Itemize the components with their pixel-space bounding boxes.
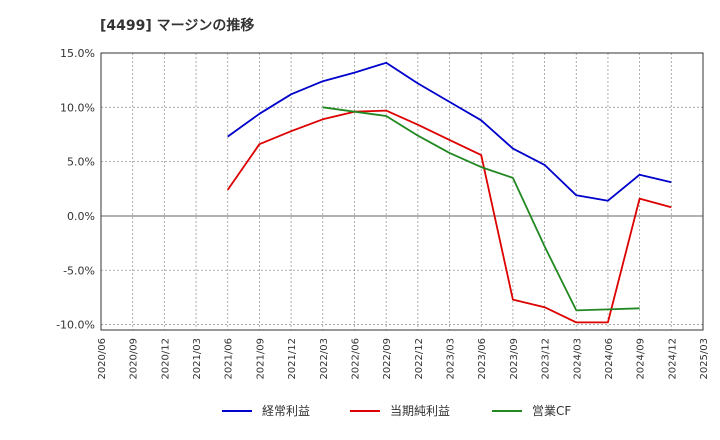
x-tick-label: 2023/09 [509,338,520,380]
x-tick-label: 2023/06 [477,338,488,380]
x-tick-label: 2023/12 [541,338,552,380]
x-tick-label: 2024/06 [604,338,615,380]
x-tick-label: 2024/03 [572,338,583,380]
legend-label: 当期純利益 [390,404,450,418]
x-tick-label: 2022/09 [382,338,393,380]
x-tick-label: 2020/09 [129,338,140,380]
x-tick-label: 2021/06 [224,338,235,380]
series-line-3 [322,106,640,312]
x-tick-label: 2020/12 [160,338,171,380]
x-tick-label: 2021/03 [192,338,203,380]
x-tick-label: 2025/03 [699,338,710,380]
y-tick-label: -10.0% [56,319,95,332]
x-tick-label: 2022/03 [319,338,330,380]
legend-label: 経常利益 [262,404,310,418]
x-tick-label: 2021/12 [287,338,298,380]
x-tick-label: 2020/06 [97,338,108,380]
chart-title: [4499] マージンの推移 [100,17,254,34]
x-tick-label: 2022/06 [350,338,361,380]
y-tick-label: 5.0% [67,156,95,169]
grid [100,52,704,330]
x-tick-label: 2024/09 [636,338,647,380]
series-line-2 [226,109,672,324]
x-tick-label: 2023/03 [446,338,457,380]
x-tick-label: 2022/12 [414,338,425,380]
legend-label: 営業CF [532,404,571,418]
y-tick-label: -5.0% [63,264,95,277]
y-tick-label: 10.0% [60,101,95,114]
plot-frame [100,52,704,331]
x-tick-label: 2024/12 [667,338,678,380]
legend: 経常利益 当期純利益 営業CF [222,404,571,418]
x-tick-label: 2021/09 [255,338,266,380]
y-tick-label: 15.0% [60,47,95,60]
axes: 15.0% 10.0% 5.0% 0.0% -5.0% -10.0%2020/06 2020… [56,47,710,380]
series-lines [226,61,672,324]
y-tick-label: 0.0% [67,210,95,223]
series-line-1 [227,61,672,202]
